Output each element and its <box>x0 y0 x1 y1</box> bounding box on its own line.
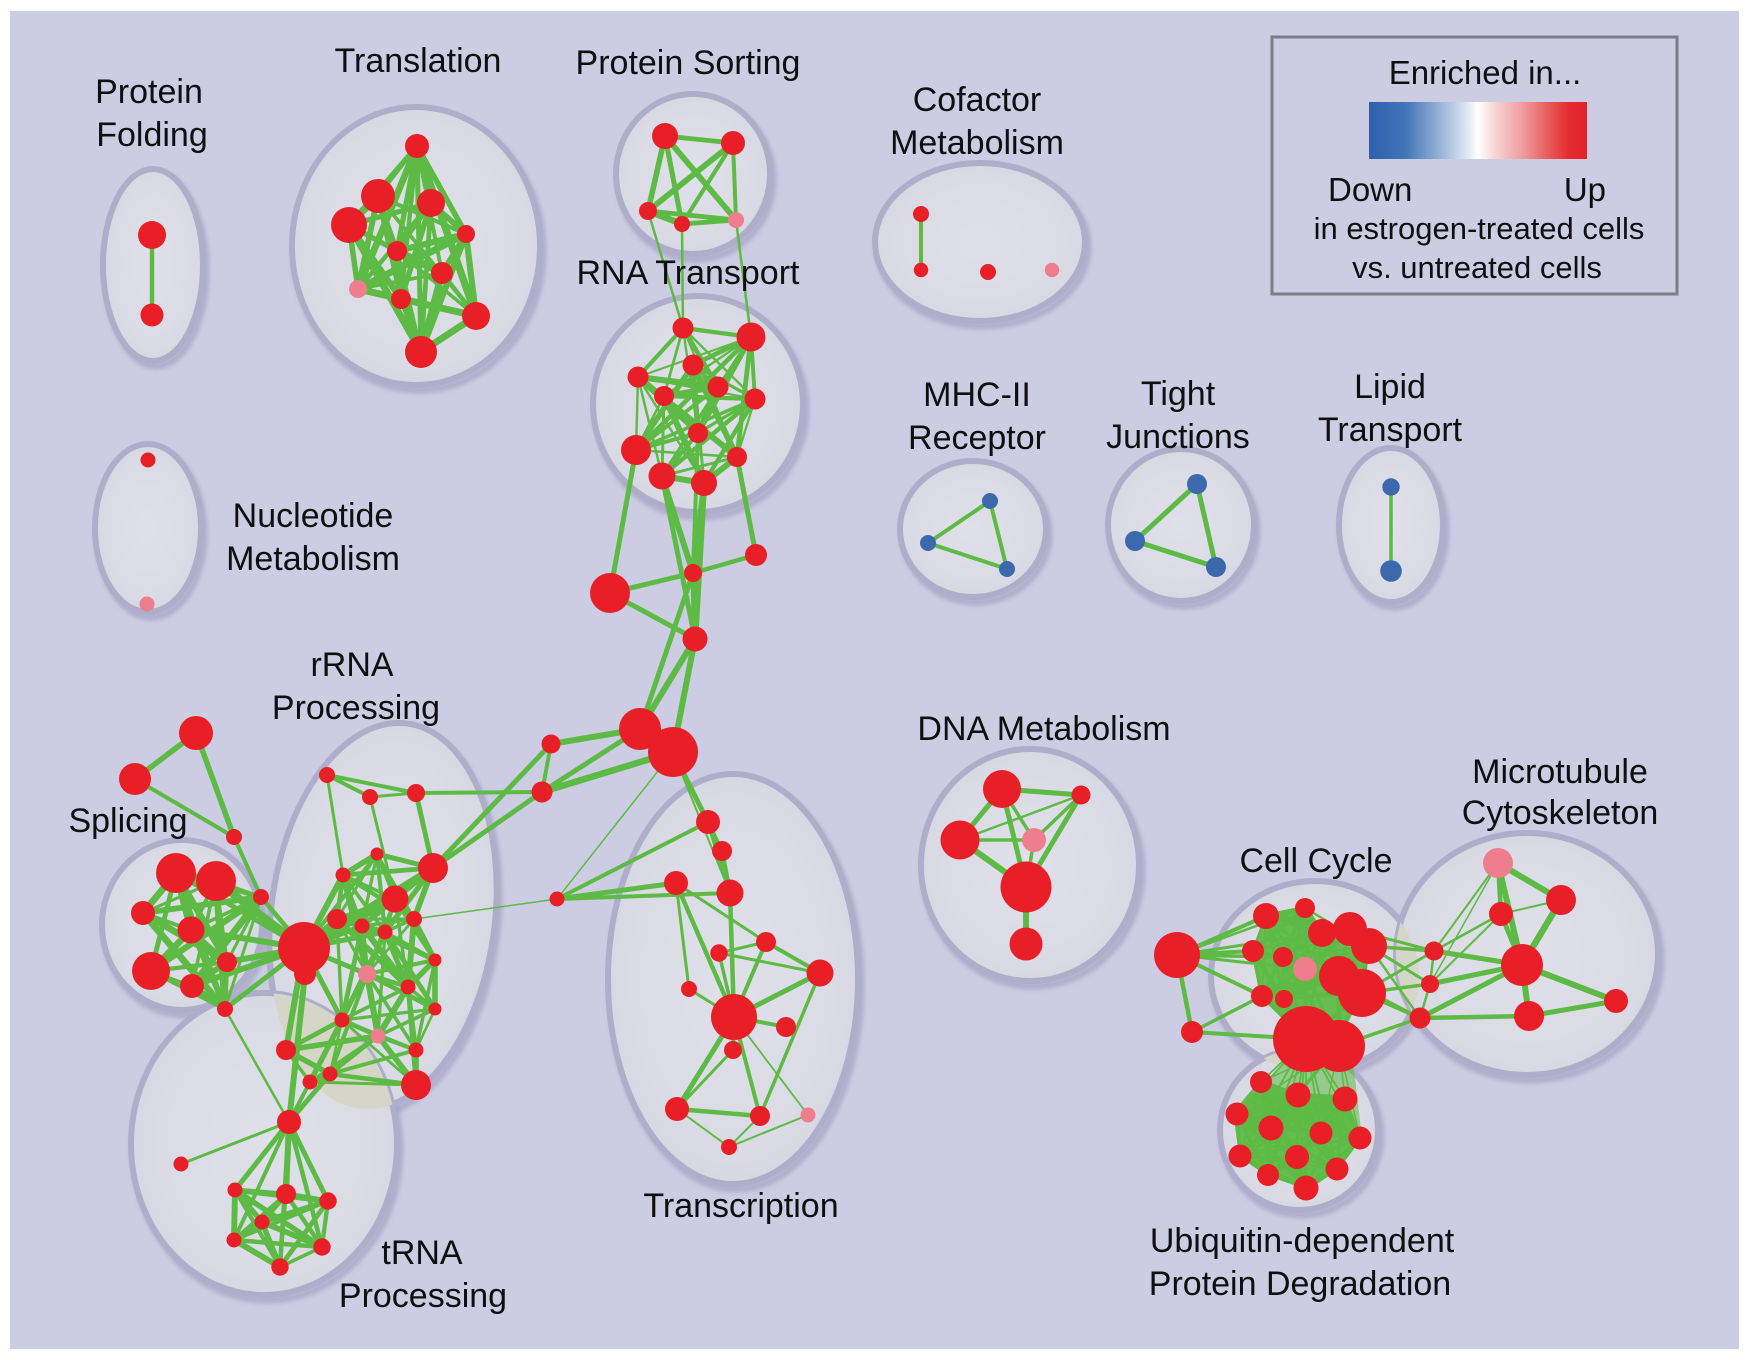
svg-text:rRNA: rRNA <box>310 646 393 684</box>
svg-text:Processing: Processing <box>272 689 440 727</box>
svg-text:Enriched in...: Enriched in... <box>1389 54 1582 91</box>
svg-text:Ubiquitin-dependent: Ubiquitin-dependent <box>1150 1222 1455 1260</box>
svg-text:Folding: Folding <box>96 116 208 154</box>
svg-text:RNA Transport: RNA Transport <box>577 254 801 292</box>
svg-text:Nucleotide: Nucleotide <box>233 497 394 535</box>
svg-text:Processing: Processing <box>339 1277 507 1315</box>
svg-text:Tight: Tight <box>1141 375 1216 413</box>
svg-text:Cytoskeleton: Cytoskeleton <box>1462 794 1659 832</box>
svg-text:Transcription: Transcription <box>643 1187 838 1225</box>
svg-text:Microtubule: Microtubule <box>1472 753 1648 791</box>
svg-text:Cofactor: Cofactor <box>913 81 1042 119</box>
svg-text:DNA Metabolism: DNA Metabolism <box>917 710 1170 748</box>
svg-text:in estrogen-treated cells: in estrogen-treated cells <box>1314 211 1645 246</box>
svg-text:Metabolism: Metabolism <box>226 540 400 578</box>
svg-text:Down: Down <box>1328 171 1412 208</box>
svg-text:Metabolism: Metabolism <box>890 124 1064 162</box>
svg-text:MHC-II: MHC-II <box>923 376 1031 414</box>
svg-text:Cell Cycle: Cell Cycle <box>1239 842 1392 880</box>
svg-text:vs. untreated cells: vs. untreated cells <box>1352 250 1602 285</box>
svg-text:Protein Degradation: Protein Degradation <box>1149 1265 1451 1303</box>
svg-text:Receptor: Receptor <box>908 419 1046 457</box>
svg-text:Junctions: Junctions <box>1106 418 1250 456</box>
svg-text:Translation: Translation <box>335 42 502 80</box>
svg-text:Protein: Protein <box>95 73 203 111</box>
svg-text:Lipid: Lipid <box>1354 368 1426 406</box>
svg-text:Transport: Transport <box>1318 411 1463 449</box>
svg-text:Splicing: Splicing <box>68 802 187 840</box>
svg-text:Protein Sorting: Protein Sorting <box>576 44 801 82</box>
svg-text:Up: Up <box>1564 171 1606 208</box>
svg-text:tRNA: tRNA <box>381 1234 463 1272</box>
